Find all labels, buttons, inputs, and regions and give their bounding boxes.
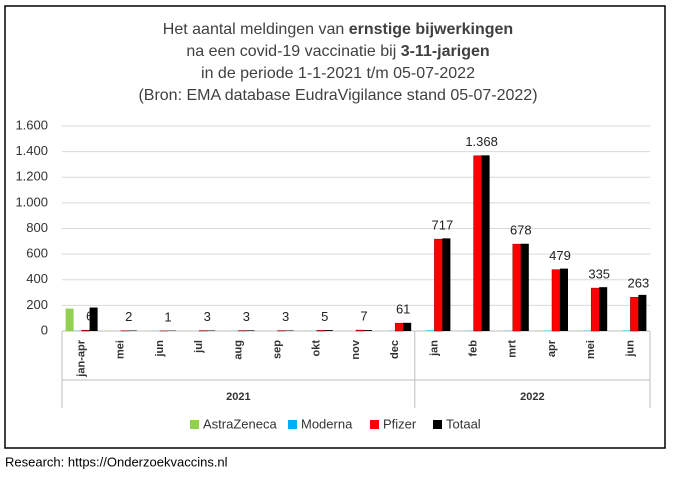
title-part: na een covid-19 vaccinatie bij (186, 43, 400, 60)
bar (630, 297, 638, 331)
data-label: 717 (432, 218, 454, 233)
data-label: 263 (628, 276, 650, 291)
bar (482, 155, 490, 331)
x-tick-label: aug (232, 340, 244, 360)
x-tick-label: jun (624, 340, 636, 358)
y-tick-label: 1.400 (15, 143, 48, 158)
bar (552, 270, 560, 331)
data-label: 5 (321, 309, 328, 324)
data-label: 2 (125, 309, 132, 324)
y-tick-label: 600 (26, 246, 48, 261)
bar (591, 288, 599, 331)
bar (364, 330, 372, 331)
bar (434, 239, 442, 331)
bar (638, 295, 646, 331)
x-tick-label: jan (428, 340, 440, 357)
legend-label: Pfizer (383, 416, 417, 431)
legend-label: Totaal (446, 416, 481, 431)
title-part: (Bron: EMA database EudraVigilance stand… (138, 87, 537, 104)
y-tick-label: 1.200 (15, 169, 48, 184)
bar (521, 244, 529, 331)
bar (403, 323, 411, 331)
data-label: 3 (204, 309, 211, 324)
chart-title: in de periode 1-1-2021 t/m 05-07-2022 (201, 65, 475, 82)
data-label: 3 (282, 309, 289, 324)
bar (560, 269, 568, 331)
y-tick-label: 0 (41, 322, 48, 337)
data-label: 335 (588, 267, 610, 282)
bar (325, 330, 333, 331)
x-tick-label: feb (468, 340, 480, 357)
bar (442, 238, 450, 331)
bar (622, 330, 630, 331)
data-label: 61 (396, 302, 410, 317)
bar (207, 330, 215, 331)
data-label: 1.368 (465, 134, 498, 149)
title-part: ernstige bijwerkingen (349, 21, 513, 38)
x-tick-label: mei (115, 340, 127, 359)
legend-swatch (288, 420, 297, 429)
x-tick-label: okt (311, 340, 323, 357)
bar (474, 156, 482, 331)
x-tick-label: nov (350, 339, 362, 359)
y-tick-label: 1.000 (15, 194, 48, 209)
x-tick-label: jan-apr (76, 339, 88, 377)
bar (426, 330, 434, 331)
data-label: 7 (360, 309, 367, 324)
chart-title: na een covid-19 vaccinatie bij 3-11-jari… (186, 43, 489, 60)
x-tick-label: dec (389, 340, 401, 359)
title-part: in de periode 1-1-2021 t/m 05-07-2022 (201, 65, 475, 82)
legend-swatch (370, 420, 379, 429)
x-tick-label: mei (585, 340, 597, 359)
x-tick-label: jul (193, 340, 205, 354)
x-tick-label: mrt (507, 340, 519, 358)
title-part: 3-11-jarigen (401, 43, 490, 60)
data-label: 3 (243, 309, 250, 324)
bar (90, 308, 98, 331)
bar (513, 244, 521, 331)
bar (356, 330, 364, 331)
data-label: 1 (164, 309, 171, 324)
legend-swatch (433, 420, 442, 429)
bar (395, 323, 403, 331)
x-tick-label: sep (272, 340, 284, 359)
data-label: 479 (549, 248, 571, 263)
group-label: 2022 (520, 391, 544, 403)
group-label: 2021 (226, 391, 250, 403)
chart-title: Het aantal meldingen van ernstige bijwer… (163, 21, 513, 38)
bar (246, 330, 254, 331)
chart-title: (Bron: EMA database EudraVigilance stand… (138, 87, 537, 104)
y-tick-label: 200 (26, 297, 48, 312)
x-tick-label: jun (154, 340, 166, 358)
data-label: 678 (510, 223, 532, 238)
legend-label: Moderna (301, 416, 353, 431)
title-part: Het aantal meldingen van (163, 21, 349, 38)
x-tick-label: apr (546, 339, 558, 357)
bar (317, 330, 325, 331)
bar (129, 330, 137, 331)
y-tick-label: 400 (26, 271, 48, 286)
footer: Research: https://Onderzoekvaccins.nl (5, 454, 228, 469)
bar (66, 309, 74, 331)
y-tick-label: 800 (26, 220, 48, 235)
y-tick-label: 1.600 (15, 117, 48, 132)
bar (286, 330, 294, 331)
bar (82, 330, 90, 331)
legend-label: AstraZeneca (203, 416, 277, 431)
bar (599, 287, 607, 331)
legend-swatch (190, 420, 199, 429)
